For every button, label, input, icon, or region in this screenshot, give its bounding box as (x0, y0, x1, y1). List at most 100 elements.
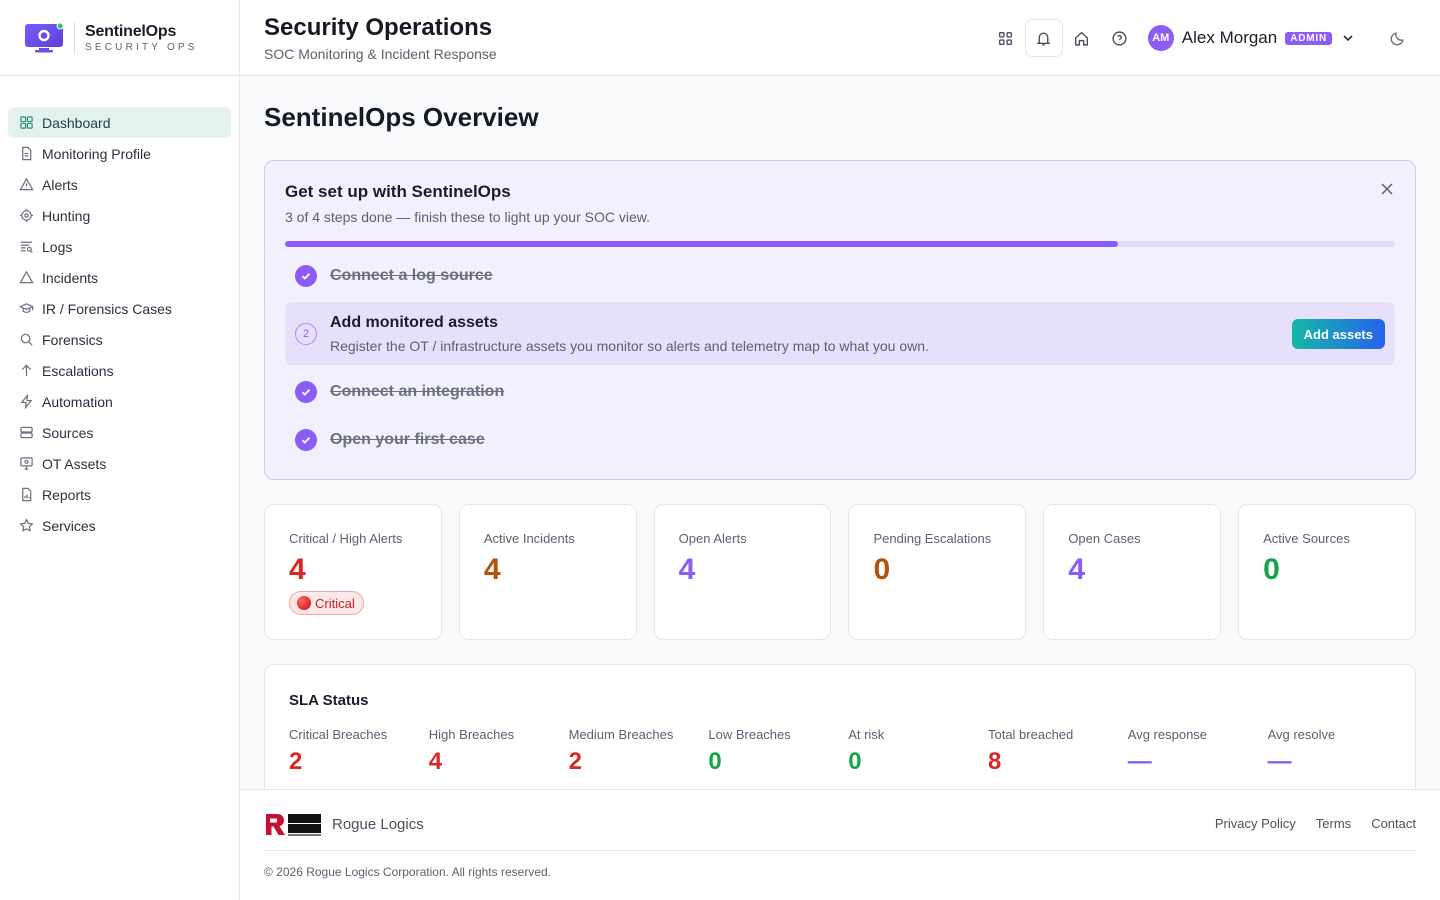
sidebar-item-reports[interactable]: Reports (8, 479, 231, 510)
setup-subtitle: 3 of 4 steps done — finish these to ligh… (285, 209, 650, 225)
stat-label: Active Incidents (483, 531, 575, 546)
sidebar: SentinelOps SECURITY OPS Dashboard Monit… (0, 0, 240, 900)
sidebar-item-label: Sources (42, 424, 94, 441)
header-title: Security Operations (264, 14, 493, 41)
stat-card-open-alerts[interactable]: Open Alerts 4 (653, 504, 832, 640)
footer-link-contact[interactable]: Contact (1371, 816, 1416, 831)
home-button[interactable] (1063, 19, 1101, 57)
sidebar-item-dashboard[interactable]: Dashboard (8, 107, 231, 138)
setup-step-open-first-case[interactable]: Open your first case (285, 427, 1395, 453)
check-circle-icon (295, 429, 317, 451)
setup-step-label: Open your first case (330, 431, 485, 448)
star-icon (18, 518, 34, 534)
page-title: SentinelOps Overview (264, 102, 539, 132)
sla-metric: Critical Breaches 2 (289, 727, 429, 776)
sidebar-item-label: Automation (42, 393, 113, 410)
sidebar-item-hunting[interactable]: Hunting (8, 200, 231, 231)
footer-link-terms[interactable]: Terms (1315, 816, 1352, 831)
sla-metric-label: At risk (848, 727, 885, 742)
sidebar-item-ir-forensics-cases[interactable]: IR / Forensics Cases (8, 293, 231, 324)
close-icon[interactable] (1377, 179, 1397, 199)
apps-grid-button[interactable] (987, 19, 1025, 57)
footer-divider (264, 850, 1416, 851)
sla-metric-value: — (1127, 748, 1152, 775)
stat-value: 0 (873, 553, 891, 586)
brand[interactable]: SentinelOps SECURITY OPS (0, 0, 239, 76)
sidebar-item-label: OT Assets (42, 455, 107, 472)
stat-card-critical-high-alerts[interactable]: Critical / High Alerts 4 Critical (264, 504, 442, 640)
add-assets-button[interactable]: Add assets (1291, 319, 1385, 349)
sla-metric-value: 0 (848, 748, 862, 775)
sidebar-item-alerts[interactable]: Alerts (8, 169, 231, 200)
sidebar-item-label: Hunting (42, 207, 91, 224)
header-actions: AM Alex Morgan ADMIN (987, 19, 1416, 57)
footer-link-privacy[interactable]: Privacy Policy (1214, 816, 1296, 831)
avatar[interactable]: AM (1147, 25, 1174, 51)
apps-grid-icon (999, 31, 1013, 45)
bolt-icon (18, 394, 34, 410)
sla-metric-value: 8 (987, 748, 1002, 775)
list-search-icon (18, 239, 34, 255)
setup-step-connect-integration[interactable]: Connect an integration (285, 379, 1395, 405)
role-badge: ADMIN (1285, 31, 1332, 45)
report-icon (18, 487, 34, 503)
top-header: Security Operations SOC Monitoring & Inc… (240, 0, 1440, 76)
grid-icon (18, 115, 34, 131)
stat-value: 4 (483, 553, 501, 586)
sidebar-item-ot-assets[interactable]: OT Assets (8, 448, 231, 479)
severity-badge-label: Critical (315, 595, 355, 611)
help-button[interactable] (1101, 19, 1139, 57)
main-content: SentinelOps Overview Get set up with Sen… (240, 76, 1440, 789)
sla-metric-label: Avg resolve (1267, 727, 1336, 742)
sla-status-card: SLA Status Critical Breaches 2 High Breac… (264, 664, 1416, 789)
sidebar-item-forensics[interactable]: Forensics (8, 324, 231, 355)
stat-card-open-cases[interactable]: Open Cases 4 (1043, 504, 1222, 640)
setup-step-connect-log-source[interactable]: Connect a log source (285, 263, 1395, 289)
sidebar-item-label: Monitoring Profile (42, 145, 151, 162)
user-name[interactable]: Alex Morgan (1181, 28, 1278, 47)
sidebar-item-label: Dashboard (42, 114, 111, 131)
sla-metric-label: Avg response (1127, 727, 1208, 742)
sidebar-item-services[interactable]: Services (8, 510, 231, 541)
sla-metric: At risk 0 (848, 727, 988, 776)
stat-label: Critical / High Alerts (289, 531, 403, 546)
brand-name: SentinelOps (85, 22, 177, 40)
rogue-logics-logo-icon (266, 814, 321, 836)
stat-card-active-incidents[interactable]: Active Incidents 4 (458, 504, 637, 640)
footer-links: Privacy Policy Terms Contact (1215, 816, 1416, 831)
stat-card-pending-escalations[interactable]: Pending Escalations 0 (848, 504, 1027, 640)
notifications-button[interactable] (1024, 19, 1063, 57)
severity-badge: Critical (289, 591, 364, 615)
sla-metric-value: — (1267, 748, 1292, 775)
sidebar-item-label: Forensics (42, 331, 103, 348)
sidebar-item-incidents[interactable]: Incidents (8, 262, 231, 293)
stat-value: 4 (289, 553, 306, 586)
sidebar-item-monitoring-profile[interactable]: Monitoring Profile (8, 138, 231, 169)
footer-company-name: Rogue Logics (332, 816, 424, 833)
search-icon (18, 332, 34, 348)
stat-label: Pending Escalations (873, 531, 992, 546)
sidebar-item-label: Services (42, 517, 96, 534)
sidebar-item-label: IR / Forensics Cases (42, 300, 172, 317)
setup-step-add-monitored-assets: 2 Add monitored assets Register the OT /… (285, 302, 1395, 365)
sidebar-nav: Dashboard Monitoring Profile Alerts Hunt… (0, 76, 239, 541)
database-icon (18, 425, 34, 441)
sla-metric-value: 2 (289, 748, 303, 775)
monitor-logo-icon (24, 22, 66, 54)
home-icon (1075, 31, 1089, 46)
setup-progress-fill (285, 241, 1118, 247)
sidebar-item-automation[interactable]: Automation (8, 386, 231, 417)
theme-toggle-button[interactable] (1378, 19, 1416, 57)
footer-copyright: © 2026 Rogue Logics Corporation. All rig… (264, 865, 551, 879)
setup-step-description: Register the OT / infrastructure assets … (330, 338, 929, 354)
stat-card-active-sources[interactable]: Active Sources 0 (1238, 504, 1416, 640)
header-subtitle: SOC Monitoring & Incident Response (264, 46, 497, 62)
setup-step-label: Add monitored assets (330, 314, 499, 331)
sla-metric: Medium Breaches 2 (569, 727, 709, 776)
sidebar-item-label: Logs (42, 238, 73, 255)
sidebar-item-escalations[interactable]: Escalations (8, 355, 231, 386)
chevron-down-icon[interactable] (1340, 30, 1356, 46)
sidebar-item-logs[interactable]: Logs (8, 231, 231, 262)
brand-divider (74, 21, 75, 54)
sidebar-item-sources[interactable]: Sources (8, 417, 231, 448)
